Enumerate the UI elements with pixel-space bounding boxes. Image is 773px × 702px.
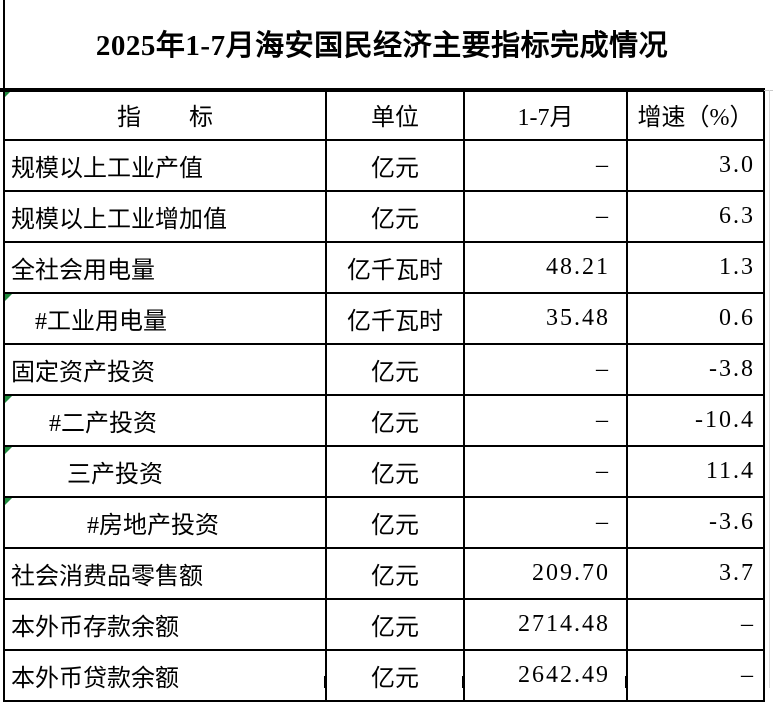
value-cell[interactable]: – xyxy=(463,394,628,447)
indicators-table: 指 标单位 1-7月 增速（%） 规模以上工业产值 亿元 –3.0 规模以上工业增加值 亿元… xyxy=(3,88,765,702)
error-indicator-icon xyxy=(6,499,12,505)
value-cell[interactable]: – xyxy=(463,496,628,549)
growth-cell[interactable]: 3.0 xyxy=(626,139,765,192)
table-row: 本外币存款余额 亿元 2714.48– xyxy=(3,598,765,651)
growth-cell[interactable]: 0.6 xyxy=(626,292,765,345)
indicator-cell[interactable]: 本外币存款余额 xyxy=(3,598,327,651)
column-header-label: 增速（%） xyxy=(637,105,754,131)
page-title[interactable]: 2025年1-7月海安国民经济主要指标完成情况 xyxy=(95,30,669,62)
table-row: 规模以上工业增加值 亿元 –6.3 xyxy=(3,190,765,243)
indicator-cell[interactable]: 三产投资 xyxy=(3,445,327,498)
error-indicator-icon xyxy=(6,448,12,454)
table-row: 规模以上工业产值 亿元 –3.0 xyxy=(3,139,765,192)
indicator-cell[interactable]: 规模以上工业产值 xyxy=(3,139,327,192)
unit-cell[interactable]: 亿元 xyxy=(325,190,465,243)
gridline-fragment xyxy=(764,90,773,91)
header-row: 指 标 单位 1-7月 增速（%） xyxy=(3,88,765,141)
value-cell[interactable]: 2714.48 xyxy=(463,598,628,651)
column-border-stub xyxy=(324,676,326,688)
table-row: 全社会用电量 亿千瓦时 48.21 1.3 xyxy=(3,241,765,294)
table-body: 规模以上工业产值 亿元 –3.0 规模以上工业增加值 亿元 –6.3 全社会用电量 亿千瓦时 4… xyxy=(3,139,765,702)
growth-cell[interactable]: 6.3 xyxy=(626,190,765,243)
indicator-cell[interactable]: #房地产投资 xyxy=(3,496,327,549)
column-header-label: 指 标 xyxy=(117,105,213,131)
indicator-cell[interactable]: 全社会用电量 xyxy=(3,241,327,294)
indicator-cell[interactable]: 规模以上工业增加值 xyxy=(3,190,327,243)
value-cell[interactable]: – xyxy=(463,445,628,498)
table-row: 固定资产投资 亿元 – -3.8 xyxy=(3,343,765,396)
indicator-cell[interactable]: 本外币贷款余额 xyxy=(3,649,327,702)
growth-cell[interactable]: – xyxy=(626,598,765,651)
column-header-1[interactable]: 单位 xyxy=(325,88,465,141)
value-cell[interactable]: 2642.49 xyxy=(463,649,628,702)
indicator-cell[interactable]: #二产投资 xyxy=(3,394,327,447)
indicator-cell[interactable]: 社会消费品零售额 xyxy=(3,547,327,600)
value-cell[interactable]: 209.70 xyxy=(463,547,628,600)
error-indicator-icon xyxy=(6,295,12,301)
unit-cell[interactable]: 亿千瓦时 xyxy=(325,241,465,294)
column-header-3[interactable]: 增速（%） xyxy=(626,88,765,141)
unit-cell[interactable]: 亿元 xyxy=(325,343,465,396)
growth-cell[interactable]: 11.4 xyxy=(626,445,765,498)
column-border-stub xyxy=(625,676,627,688)
growth-cell[interactable]: -10.4 xyxy=(626,394,765,447)
title-divider xyxy=(0,88,764,92)
error-indicator-icon xyxy=(6,91,12,97)
unit-cell[interactable]: 亿元 xyxy=(325,496,465,549)
gridline-right xyxy=(769,90,770,688)
value-cell[interactable]: 35.48 xyxy=(463,292,628,345)
unit-cell[interactable]: 亿元 xyxy=(325,649,465,702)
unit-cell[interactable]: 亿元 xyxy=(325,394,465,447)
unit-cell[interactable]: 亿千瓦时 xyxy=(325,292,465,345)
table-row: #二产投资 亿元 – -10.4 xyxy=(3,394,765,447)
error-indicator-icon xyxy=(6,397,12,403)
table-row: 社会消费品零售额 亿元 209.70 3.7 xyxy=(3,547,765,600)
growth-cell[interactable]: – xyxy=(626,649,765,702)
table-row: 本外币贷款余额 亿元 2642.49– xyxy=(3,649,765,702)
column-header-label: 1-7月 xyxy=(517,105,574,131)
indicator-cell[interactable]: #工业用电量 xyxy=(3,292,327,345)
table-row: 三产投资 亿元 –11.4 xyxy=(3,445,765,498)
table-row: #工业用电量 亿千瓦时 35.48 0.6 xyxy=(3,292,765,345)
unit-cell[interactable]: 亿元 xyxy=(325,139,465,192)
growth-cell[interactable]: 3.7 xyxy=(626,547,765,600)
unit-cell[interactable]: 亿元 xyxy=(325,598,465,651)
growth-cell[interactable]: -3.8 xyxy=(626,343,765,396)
growth-cell[interactable]: 1.3 xyxy=(626,241,765,294)
table-row: #房地产投资 亿元 – -3.6 xyxy=(3,496,765,549)
column-header-0[interactable]: 指 标 xyxy=(3,88,327,141)
value-cell[interactable]: – xyxy=(463,139,628,192)
unit-cell[interactable]: 亿元 xyxy=(325,547,465,600)
value-cell[interactable]: – xyxy=(463,343,628,396)
column-header-label: 单位 xyxy=(371,105,419,131)
value-cell[interactable]: – xyxy=(463,190,628,243)
column-header-2[interactable]: 1-7月 xyxy=(463,88,628,141)
column-border-stub xyxy=(462,676,464,688)
growth-cell[interactable]: -3.6 xyxy=(626,496,765,549)
title-cell-border xyxy=(3,0,5,88)
unit-cell[interactable]: 亿元 xyxy=(325,445,465,498)
value-cell[interactable]: 48.21 xyxy=(463,241,628,294)
indicator-cell[interactable]: 固定资产投资 xyxy=(3,343,327,396)
